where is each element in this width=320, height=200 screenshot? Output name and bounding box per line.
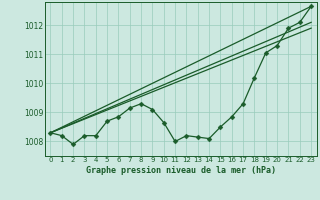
X-axis label: Graphe pression niveau de la mer (hPa): Graphe pression niveau de la mer (hPa): [86, 166, 276, 175]
